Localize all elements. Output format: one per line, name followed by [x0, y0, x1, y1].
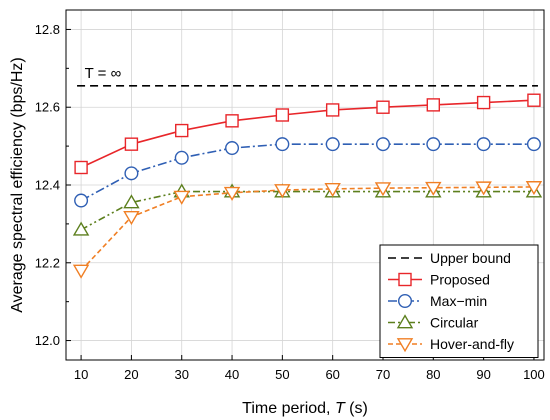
data-point	[74, 193, 89, 208]
data-point	[375, 137, 390, 152]
data-point	[525, 181, 543, 196]
data-point	[225, 114, 239, 128]
legend-label: Proposed	[430, 272, 490, 288]
series-line	[80, 143, 534, 202]
data-point	[476, 137, 491, 152]
x-axis-title-prefix: Time period,	[242, 400, 335, 417]
data-point	[324, 182, 341, 198]
data-point	[72, 221, 90, 236]
x-tick-label: 20	[124, 367, 138, 382]
data-point	[274, 184, 291, 199]
series-3	[72, 183, 543, 236]
data-point	[275, 137, 290, 152]
series-line	[80, 190, 534, 231]
axis-ticks: 10 20 30 40 50 60 70 80 90 100 12.0 12.2 12.4 12.6 12.…	[35, 22, 545, 382]
legend-label: Max−min	[430, 293, 487, 309]
legend-entry: Upper bound	[388, 250, 511, 266]
x-tick-label: 70	[376, 367, 390, 382]
x-tick-label: 90	[476, 367, 490, 382]
y-tick-label: 12.6	[35, 100, 60, 115]
y-axis-title: Average spectral efficiency (bps/Hz)	[9, 57, 26, 313]
legend-label: Upper bound	[430, 250, 511, 266]
legend-entry: Max−min	[388, 293, 487, 309]
x-tick-label: 40	[225, 367, 239, 382]
x-tick-label: 50	[275, 367, 289, 382]
data-point	[225, 141, 240, 156]
data-point	[124, 137, 139, 151]
data-point	[426, 98, 441, 112]
series-1	[74, 93, 541, 175]
series-line	[80, 99, 534, 169]
upper-bound-annotation: T = ∞	[85, 65, 122, 82]
data-point	[325, 103, 340, 117]
legend-marker	[398, 272, 412, 287]
legend-entry: Hover-and-fly	[388, 336, 514, 353]
data-point	[275, 108, 290, 122]
data-point	[476, 95, 491, 110]
data-point	[425, 181, 442, 196]
series-line	[80, 186, 534, 272]
data-point	[526, 137, 541, 152]
legend-marker	[396, 338, 414, 353]
y-tick-label: 12.8	[35, 22, 60, 37]
data-point	[123, 210, 140, 226]
data-point	[325, 137, 340, 152]
data-point	[173, 190, 190, 205]
x-axis-title-suffix: (s)	[345, 400, 368, 417]
data-point	[72, 264, 90, 279]
legend-entry: Proposed	[388, 272, 490, 288]
legend-marker	[398, 294, 413, 309]
legend-label: Circular	[430, 315, 479, 331]
legend-entry: Circular	[388, 314, 479, 331]
data-point	[123, 194, 140, 209]
data-point	[475, 181, 492, 196]
legend-label: Hover-and-fly	[430, 336, 514, 352]
data-point	[174, 150, 189, 165]
data-point	[426, 137, 441, 152]
x-tick-label: 60	[325, 367, 339, 382]
data-point	[175, 123, 189, 138]
data-point	[223, 186, 241, 201]
x-axis-title-variable: T	[335, 400, 346, 417]
data-point	[376, 100, 390, 114]
series-2	[74, 137, 541, 208]
legend-marker	[396, 314, 414, 329]
x-axis-title: Time period, T (s)	[242, 400, 368, 417]
data-point	[74, 160, 88, 175]
y-tick-label: 12.2	[35, 255, 60, 270]
legend: Upper bound Proposed Max−min Circular Hover-…	[379, 244, 539, 358]
x-tick-label: 10	[74, 367, 88, 382]
series-4	[72, 181, 543, 279]
x-tick-label: 100	[523, 367, 545, 382]
y-tick-label: 12.4	[35, 178, 60, 193]
data-point	[527, 93, 541, 107]
data-point	[124, 166, 139, 181]
x-tick-label: 30	[174, 367, 188, 382]
x-tick-label: 80	[426, 367, 440, 382]
data-point	[374, 182, 392, 197]
y-tick-label: 12.0	[35, 333, 60, 348]
plot-series	[72, 85, 543, 279]
